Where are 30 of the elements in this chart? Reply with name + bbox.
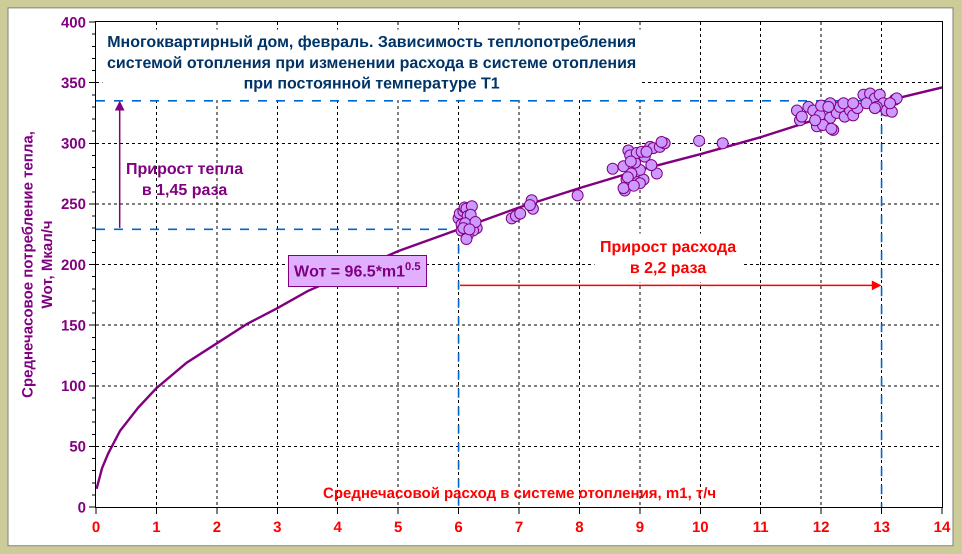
x-tick-label: 2 — [212, 519, 222, 536]
x-tick-label: 13 — [873, 519, 890, 536]
x-tick-label: 11 — [752, 519, 769, 536]
x-tick-label: 0 — [92, 519, 100, 536]
x-tick-label: 8 — [575, 519, 584, 536]
y-tick-label: 0 — [78, 499, 86, 516]
text: Многоквартирный дом, февраль. Зависимость теплопотребления системой отопления при изменении расхода в системе отопления при постоянной температуре Т1 — [107, 34, 636, 93]
x-tick-label: 4 — [334, 519, 343, 536]
x-tick-label: 3 — [273, 519, 282, 536]
x-tick-label: 6 — [454, 519, 463, 536]
y-tick-label: 300 — [60, 136, 86, 152]
x-tick-label: 1 — [152, 519, 161, 536]
y-tick-label: 200 — [60, 256, 86, 274]
y-axis-title: Среднечасовое потребление тепла, Wот, Мкал/ч — [20, 131, 56, 398]
y-tick-label: 150 — [60, 317, 86, 334]
annotation: Прирост тепла в 1,45 раза — [126, 161, 244, 199]
y-tick-label: 250 — [60, 196, 86, 214]
annotation: Wот = 96.5*m1$^{0.5}$ — [294, 261, 421, 281]
y-tick-label: 100 — [60, 378, 86, 395]
annotation: Прирост расхода в 2,2 раза — [600, 239, 736, 277]
x-tick-label: 7 — [514, 519, 524, 536]
x-tick-label: 5 — [394, 519, 402, 536]
x-tick-label: 14 — [934, 519, 951, 536]
y-tick-label: 350 — [60, 74, 86, 92]
x-axis-title: Среднечасовой расход в системе отопления, m1, т/ч — [323, 485, 716, 502]
y-tick-label: 50 — [69, 438, 86, 456]
x-tick-label: 10 — [692, 519, 709, 536]
x-tick-label: 9 — [636, 519, 644, 536]
y-tick-label: 400 — [60, 14, 86, 32]
x-tick-label: 12 — [812, 519, 830, 536]
